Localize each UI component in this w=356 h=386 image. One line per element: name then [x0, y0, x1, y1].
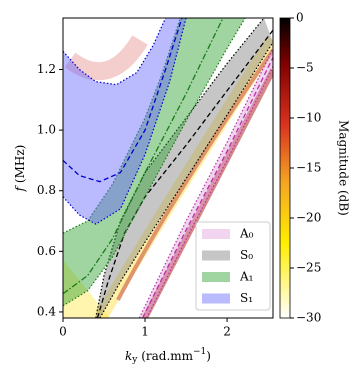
- y-tick-label: 1.2: [37, 62, 56, 76]
- colorbar-tick-label: −15: [296, 161, 321, 175]
- plot-area: [63, 18, 273, 318]
- colorbar-tick-label: −10: [296, 111, 321, 125]
- mode-center: [96, 29, 273, 318]
- mode-edge: [99, 41, 273, 318]
- mode-edge: [138, 48, 273, 318]
- y-tick-label: 1.0: [37, 123, 56, 137]
- mode-band: [63, 18, 187, 225]
- x-tick-label: 2: [223, 325, 231, 339]
- colorbar-tick-label: −25: [296, 261, 321, 275]
- colorbar-label: Magnitude (dB): [337, 120, 351, 216]
- colorbar-tick-label: −5: [296, 61, 314, 75]
- legend-box: [195, 221, 271, 311]
- legend-swatch: [202, 272, 230, 282]
- mode-band: [95, 18, 273, 318]
- y-tick-label: 0.8: [37, 183, 56, 197]
- colorbar-tick-label: −30: [296, 311, 321, 325]
- x-tick-label: 1: [141, 325, 149, 339]
- colorbar-tick-label: 0: [296, 11, 304, 25]
- mode-center: [63, 18, 224, 295]
- mode-edge: [63, 18, 246, 307]
- legend-label: S₀: [240, 248, 253, 262]
- legend-swatch: [202, 229, 230, 239]
- x-axis-label: ky (rad.mm−1): [125, 347, 211, 365]
- colorbar: [279, 17, 291, 319]
- legend-label: A₁: [239, 270, 253, 284]
- legend-label: S₁: [240, 291, 253, 305]
- mode-center: [63, 18, 183, 183]
- colorbar-tick-label: −20: [296, 211, 321, 225]
- legend-swatch: [202, 293, 230, 304]
- mode-band: [63, 18, 246, 306]
- mode-center: [141, 57, 273, 318]
- legend-swatch: [202, 250, 230, 261]
- y-tick-label: 0.6: [37, 244, 56, 258]
- x-tick-label: 0: [59, 325, 67, 339]
- y-tick-label: 0.4: [37, 304, 56, 318]
- axes-frame: [62, 17, 274, 319]
- y-axis-label: f (MHz): [13, 145, 27, 193]
- mode-edge: [95, 18, 265, 318]
- legend-label: A₀: [239, 227, 254, 241]
